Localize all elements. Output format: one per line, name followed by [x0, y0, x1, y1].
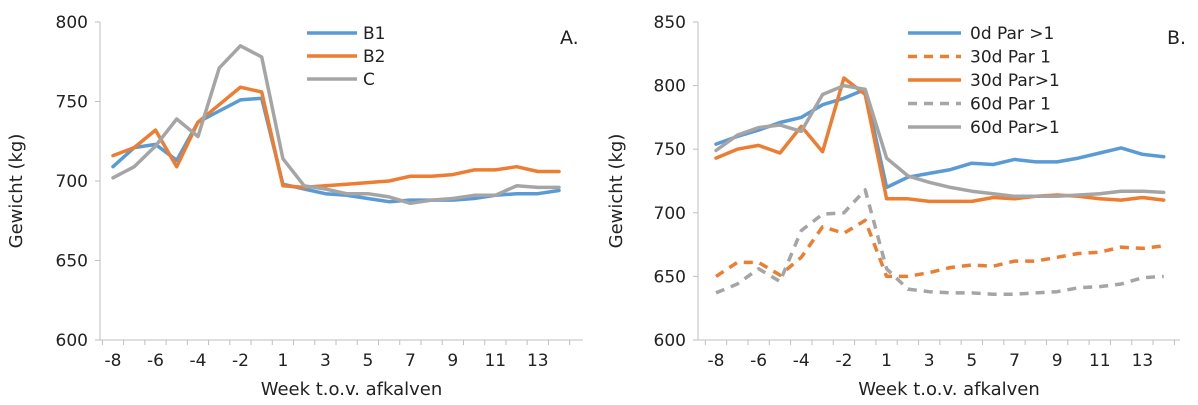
legend-entry: B1 — [363, 24, 385, 44]
y-tick-label: 650 — [654, 267, 686, 287]
x-tick-label: 5 — [966, 351, 977, 371]
series-line-0 — [714, 87, 1166, 190]
x-tick-label: 13 — [527, 351, 549, 371]
x-tick-label: -8 — [708, 351, 725, 371]
y-tick-label: 800 — [56, 13, 88, 33]
legend-entry: B2 — [363, 47, 385, 67]
x-tick-label: -8 — [105, 351, 122, 371]
x-tick-label: -4 — [793, 351, 810, 371]
series-line-1 — [715, 218, 1164, 279]
panel-label: B. — [1167, 27, 1186, 49]
x-tick-label: 9 — [1052, 351, 1063, 371]
y-axis-label: Gewicht (kg) — [606, 134, 627, 249]
x-tick-label: 9 — [447, 351, 458, 371]
legend-entry: 60d Par>1 — [970, 118, 1060, 138]
y-tick-label: 850 — [654, 13, 686, 33]
legend-entry: C — [363, 70, 375, 90]
x-tick-label: -2 — [232, 351, 249, 371]
x-tick-label: 5 — [362, 351, 373, 371]
x-tick-label: 13 — [1132, 351, 1154, 371]
y-axis-label: Gewicht (kg) — [6, 134, 27, 249]
y-tick-label: 750 — [56, 93, 88, 113]
y-tick-label: 600 — [654, 331, 686, 351]
y-tick-label: 700 — [56, 172, 88, 192]
x-tick-label: 1 — [278, 351, 289, 371]
x-tick-label: -6 — [750, 351, 767, 371]
series-line-2 — [111, 44, 561, 206]
y-tick-label: 750 — [654, 140, 686, 160]
legend-entry: 30d Par 1 — [970, 48, 1051, 68]
x-tick-label: 11 — [484, 351, 506, 371]
x-tick-label: 3 — [320, 351, 331, 371]
x-tick-label: -4 — [189, 351, 206, 371]
x-tick-label: 7 — [1009, 351, 1020, 371]
x-axis-label: Week t.o.v. afkalven — [858, 379, 1040, 400]
series-line-1 — [111, 85, 561, 190]
y-tick-label: 700 — [654, 204, 686, 224]
legend-entry: 60d Par 1 — [970, 95, 1051, 115]
x-tick-label: 1 — [881, 351, 892, 371]
x-tick-label: -6 — [147, 351, 164, 371]
panel-label: A. — [560, 27, 579, 49]
x-tick-label: 7 — [405, 351, 416, 371]
x-tick-label: 11 — [1089, 351, 1111, 371]
legend-entry: 30d Par>1 — [970, 71, 1060, 91]
y-tick-label: 650 — [56, 252, 88, 272]
legend-entry: 0d Par >1 — [970, 24, 1054, 44]
series-line-3 — [715, 188, 1164, 296]
x-tick-label: 3 — [924, 351, 935, 371]
x-tick-label: -2 — [835, 351, 852, 371]
series-line-4 — [714, 83, 1166, 199]
x-axis-label: Week t.o.v. afkalven — [261, 379, 443, 400]
y-tick-label: 800 — [654, 77, 686, 97]
y-tick-label: 600 — [56, 331, 88, 351]
series-line-2 — [714, 76, 1166, 204]
